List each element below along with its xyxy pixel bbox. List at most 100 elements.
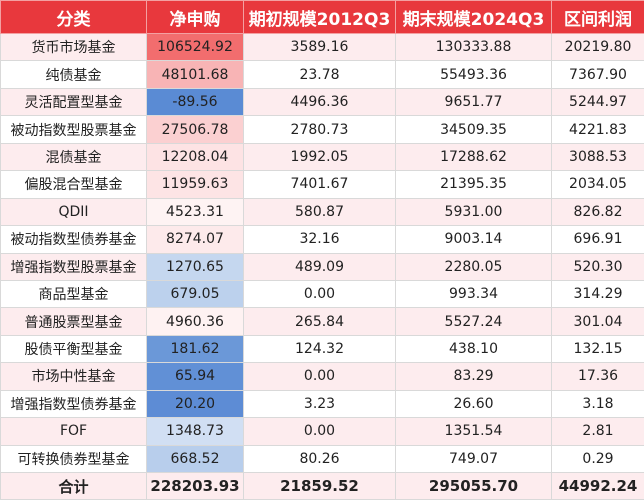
value-cell: 106524.92 (146, 32, 244, 62)
table-row: QDII 4523.31 580.87 5931.00 826.82 (0, 197, 644, 227)
total-cell: 44992.24 (551, 472, 644, 500)
value-cell: 48101.68 (146, 60, 244, 89)
value-cell: 17288.62 (395, 142, 552, 172)
category-cell: QDII (0, 197, 147, 227)
value-cell: 17.36 (551, 362, 644, 391)
value-cell: 4496.36 (243, 87, 396, 117)
value-cell: 265.84 (243, 307, 396, 336)
value-cell: 8274.07 (146, 225, 244, 254)
value-cell: 4523.31 (146, 197, 244, 227)
value-cell: 0.00 (243, 279, 396, 309)
value-cell: 2780.73 (243, 115, 396, 144)
value-cell: 668.52 (146, 444, 244, 474)
value-cell: 4221.83 (551, 115, 644, 144)
value-cell: 3.23 (243, 389, 396, 419)
category-cell: 混债基金 (0, 142, 147, 172)
table-row: 混债基金 12208.04 1992.05 17288.62 3088.53 (0, 142, 644, 172)
header-cell: 分类 (0, 0, 147, 34)
total-cell: 228203.93 (146, 472, 244, 500)
value-cell: 520.30 (551, 252, 644, 281)
table-row: 市场中性基金 65.94 0.00 83.29 17.36 (0, 362, 644, 391)
header-cell: 期末规模2024Q3 (395, 0, 552, 34)
total-cell: 295055.70 (395, 472, 552, 500)
value-cell: 1348.73 (146, 417, 244, 446)
value-cell: 2280.05 (395, 252, 552, 281)
table-row: 灵活配置型基金 -89.56 4496.36 9651.77 5244.97 (0, 87, 644, 117)
table-row: 普通股票型基金 4960.36 265.84 5527.24 301.04 (0, 307, 644, 336)
table-row: 股债平衡型基金 181.62 124.32 438.10 132.15 (0, 334, 644, 364)
category-cell: 可转换债券型基金 (0, 444, 147, 474)
value-cell: 0.29 (551, 444, 644, 474)
category-cell: 偏股混合型基金 (0, 170, 147, 199)
table-row: FOF 1348.73 0.00 1351.54 2.81 (0, 417, 644, 446)
value-cell: 23.78 (243, 60, 396, 89)
category-cell: 纯债基金 (0, 60, 147, 89)
value-cell: 696.91 (551, 225, 644, 254)
value-cell: 3.18 (551, 389, 644, 419)
category-cell: 增强指数型债券基金 (0, 389, 147, 419)
value-cell: 0.00 (243, 417, 396, 446)
table-row: 货币市场基金 106524.92 3589.16 130333.88 20219.80 (0, 32, 644, 62)
table-row: 被动指数型债券基金 8274.07 32.16 9003.14 696.91 (0, 225, 644, 254)
value-cell: 27506.78 (146, 115, 244, 144)
value-cell: 679.05 (146, 279, 244, 309)
value-cell: 124.32 (243, 334, 396, 364)
value-cell: 9003.14 (395, 225, 552, 254)
category-cell: 股债平衡型基金 (0, 334, 147, 364)
value-cell: 130333.88 (395, 32, 552, 62)
value-cell: 3088.53 (551, 142, 644, 172)
value-cell: 7367.90 (551, 60, 644, 89)
header-cell: 期初规模2012Q3 (243, 0, 396, 34)
value-cell: 2.81 (551, 417, 644, 446)
category-cell: 被动指数型股票基金 (0, 115, 147, 144)
value-cell: 993.34 (395, 279, 552, 309)
table-row: 商品型基金 679.05 0.00 993.34 314.29 (0, 279, 644, 309)
value-cell: 1270.65 (146, 252, 244, 281)
value-cell: 5527.24 (395, 307, 552, 336)
value-cell: 132.15 (551, 334, 644, 364)
value-cell: 32.16 (243, 225, 396, 254)
category-cell: 灵活配置型基金 (0, 87, 147, 117)
value-cell: 0.00 (243, 362, 396, 391)
category-cell: 市场中性基金 (0, 362, 147, 391)
value-cell: -89.56 (146, 87, 244, 117)
value-cell: 3589.16 (243, 32, 396, 62)
total-row: 合计 228203.93 21859.52 295055.70 44992.24 (0, 472, 644, 500)
value-cell: 26.60 (395, 389, 552, 419)
value-cell: 7401.67 (243, 170, 396, 199)
value-cell: 301.04 (551, 307, 644, 336)
value-cell: 1992.05 (243, 142, 396, 172)
category-cell: 被动指数型债券基金 (0, 225, 147, 254)
value-cell: 34509.35 (395, 115, 552, 144)
category-cell: 普通股票型基金 (0, 307, 147, 336)
value-cell: 314.29 (551, 279, 644, 309)
table-row: 被动指数型股票基金 27506.78 2780.73 34509.35 4221.83 (0, 115, 644, 144)
value-cell: 83.29 (395, 362, 552, 391)
value-cell: 20219.80 (551, 32, 644, 62)
value-cell: 80.26 (243, 444, 396, 474)
value-cell: 749.07 (395, 444, 552, 474)
value-cell: 65.94 (146, 362, 244, 391)
table-row: 偏股混合型基金 11959.63 7401.67 21395.35 2034.05 (0, 170, 644, 199)
category-cell: 增强指数型股票基金 (0, 252, 147, 281)
value-cell: 181.62 (146, 334, 244, 364)
header-cell: 净申购 (146, 0, 244, 34)
value-cell: 5244.97 (551, 87, 644, 117)
table-row: 增强指数型股票基金 1270.65 489.09 2280.05 520.30 (0, 252, 644, 281)
value-cell: 2034.05 (551, 170, 644, 199)
value-cell: 12208.04 (146, 142, 244, 172)
total-cell: 合计 (0, 472, 147, 500)
value-cell: 1351.54 (395, 417, 552, 446)
category-cell: FOF (0, 417, 147, 446)
table-row: 纯债基金 48101.68 23.78 55493.36 7367.90 (0, 60, 644, 89)
value-cell: 580.87 (243, 197, 396, 227)
value-cell: 20.20 (146, 389, 244, 419)
value-cell: 438.10 (395, 334, 552, 364)
category-cell: 商品型基金 (0, 279, 147, 309)
value-cell: 4960.36 (146, 307, 244, 336)
table-body: 货币市场基金 106524.92 3589.16 130333.88 20219.80 纯… (0, 32, 644, 474)
value-cell: 489.09 (243, 252, 396, 281)
table-row: 可转换债券型基金 668.52 80.26 749.07 0.29 (0, 444, 644, 474)
value-cell: 21395.35 (395, 170, 552, 199)
